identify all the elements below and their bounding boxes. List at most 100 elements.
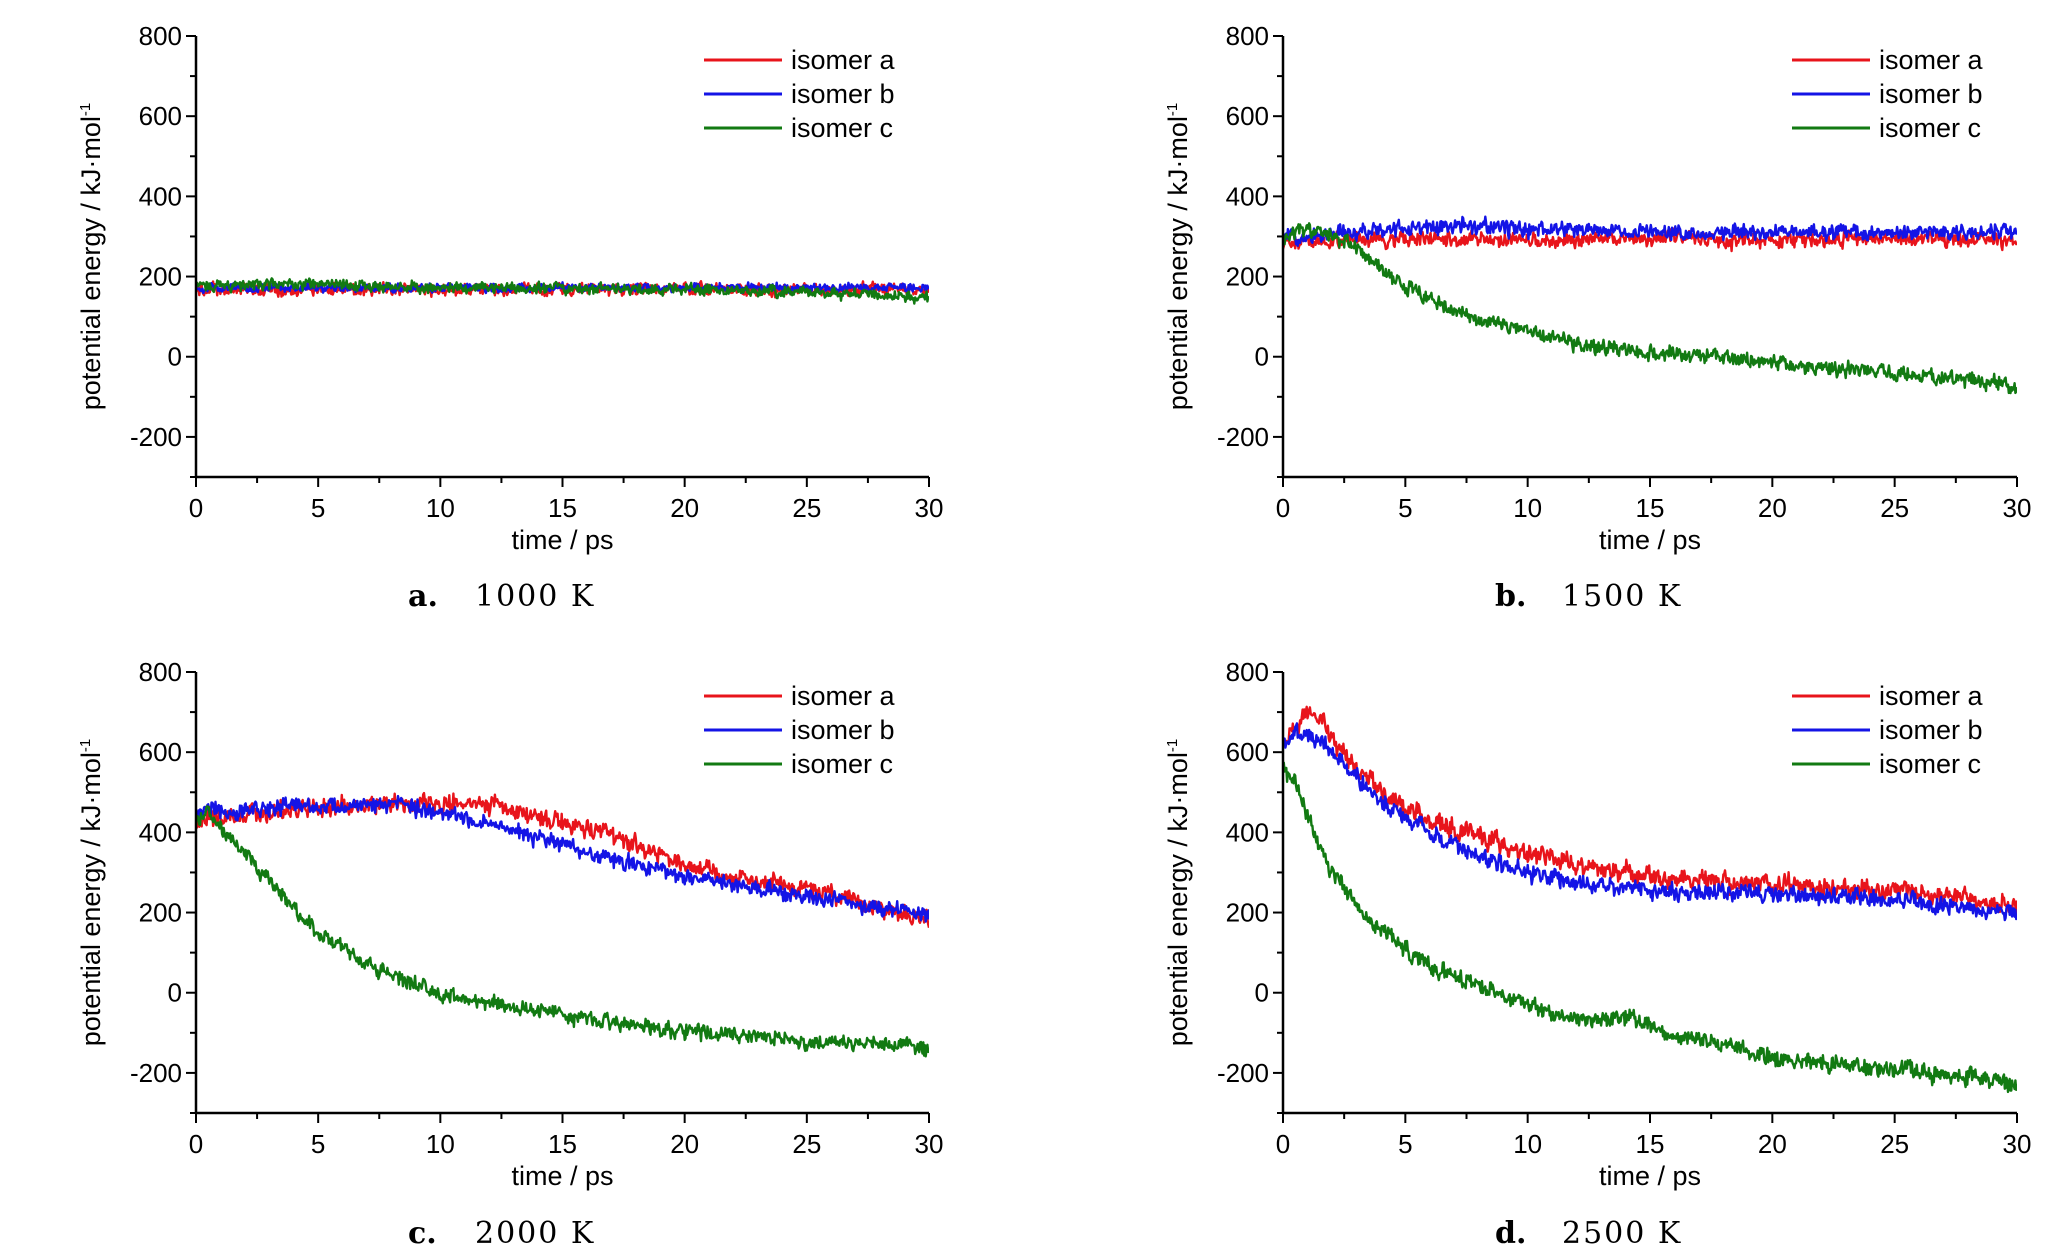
y-tick-label: 200 [1226,262,1269,292]
x-tick-label: 30 [2003,493,2032,523]
y-axis-label: potential energy / kJ·mol-1 [76,103,106,410]
panel-letter: c. [408,1216,437,1251]
y-tick-label: 400 [1226,817,1269,847]
y-tick-label: -200 [1217,422,1269,452]
y-tick-label: 0 [1255,978,1269,1008]
y-tick-label: 800 [139,21,182,51]
x-tick-label: 30 [915,1129,944,1159]
legend-label: isomer b [1879,715,1983,745]
y-tick-label: 400 [1226,181,1269,211]
x-tick-label: 25 [1880,1129,1909,1159]
series-line-isomer-a [1283,705,2017,916]
legend: isomer a isomer b isomer c [704,45,896,143]
x-tick-label: 15 [548,493,577,523]
y-tick-label: 0 [168,342,182,372]
x-tick-label: 25 [792,1129,821,1159]
legend-label: isomer b [791,715,895,745]
x-tick-label: 5 [1398,493,1412,523]
series-line-isomer-c [1283,222,2017,395]
y-tick-label: 600 [139,101,182,131]
x-tick-label: 5 [1398,1129,1412,1159]
chart-panel-a: -200 0 200 400 600 800 0 5 10 15 20 25 30 time / ps po… [76,21,943,614]
series-line-isomer-c [196,277,929,305]
y-axis-label: potential energy / kJ·mol-1 [1163,103,1193,410]
y-axis-label-superscript: -1 [77,739,94,752]
chart-panel-d: -200 0 200 400 600 800 0 5 10 15 20 25 30 time / ps po… [1163,657,2031,1251]
series-group [196,791,929,1058]
y-axis-label: potential energy / kJ·mol-1 [1163,739,1193,1046]
legend-label: isomer a [1879,681,1984,711]
x-tick-label: 20 [670,493,699,523]
y-tick-label: 0 [168,978,182,1008]
x-tick-label: 15 [1636,493,1665,523]
y-tick-label: 600 [139,737,182,767]
x-tick-label: 25 [1880,493,1909,523]
x-tick-label: 15 [1636,1129,1665,1159]
y-axis-label-superscript: -1 [1164,739,1181,752]
y-axis-label-superscript: -1 [1164,103,1181,116]
legend-label: isomer c [1879,113,1981,143]
x-axis-label: time / ps [511,1161,613,1191]
x-tick-label: 10 [426,493,455,523]
y-axis-label-superscript: -1 [77,103,94,116]
legend-label: isomer c [1879,749,1981,779]
y-tick-label: 600 [1226,101,1269,131]
x-tick-label: 25 [792,493,821,523]
legend-label: isomer b [1879,79,1983,109]
x-axis-label: time / ps [511,525,613,555]
x-tick-label: 0 [189,493,203,523]
y-axis-label-text: potential energy / kJ·mol [76,116,106,410]
legend: isomer a isomer b isomer c [1792,681,1984,779]
series-line-isomer-a [196,791,929,928]
y-axis-label-text: potential energy / kJ·mol [76,752,106,1046]
series-group [196,277,929,305]
y-tick-label: 200 [139,262,182,292]
y-tick-label: 600 [1226,737,1269,767]
y-axis-label: potential energy / kJ·mol-1 [76,739,106,1046]
y-axis-label-text: potential energy / kJ·mol [1163,116,1193,410]
y-tick-label: 0 [1255,342,1269,372]
x-tick-label: 30 [915,493,944,523]
legend: isomer a isomer b isomer c [704,681,896,779]
x-axis-label: time / ps [1599,1161,1701,1191]
series-line-isomer-b [1283,215,2017,248]
x-tick-label: 10 [1513,1129,1542,1159]
series-group [1283,215,2017,395]
panel-letter: d. [1495,1216,1526,1251]
panel-caption: 1500 K [1562,579,1682,614]
x-tick-label: 0 [1276,493,1290,523]
x-tick-label: 30 [2003,1129,2032,1159]
legend-label: isomer a [791,681,896,711]
x-tick-label: 5 [311,493,325,523]
y-axis-label-text: potential energy / kJ·mol [1163,752,1193,1046]
panel-caption: 2000 K [475,1216,595,1251]
y-tick-label: 800 [139,657,182,687]
legend-label: isomer b [791,79,895,109]
series-line-isomer-b [196,794,929,923]
panel-caption: 1000 K [475,579,595,614]
y-tick-label: -200 [130,1058,182,1088]
y-tick-label: 200 [1226,898,1269,928]
series-line-isomer-b [1283,722,2017,922]
y-tick-label: 200 [139,898,182,928]
chart-panel-c: -200 0 200 400 600 800 0 5 10 15 20 25 30 time / ps po… [76,657,943,1251]
x-tick-label: 0 [189,1129,203,1159]
legend-label: isomer c [791,749,893,779]
y-tick-label: -200 [1217,1058,1269,1088]
series-line-isomer-a [1283,227,2017,253]
legend-label: isomer a [1879,45,1984,75]
y-tick-label: 800 [1226,21,1269,51]
panel-letter: b. [1495,579,1526,614]
x-tick-label: 15 [548,1129,577,1159]
legend-label: isomer c [791,113,893,143]
x-tick-label: 20 [1758,493,1787,523]
x-tick-label: 20 [1758,1129,1787,1159]
y-tick-label: -200 [130,422,182,452]
x-tick-label: 0 [1276,1129,1290,1159]
panel-caption: 2500 K [1562,1216,1682,1251]
panel-letter: a. [408,579,438,614]
x-tick-label: 10 [426,1129,455,1159]
series-line-isomer-c [1283,761,2017,1094]
y-tick-label: 400 [139,181,182,211]
